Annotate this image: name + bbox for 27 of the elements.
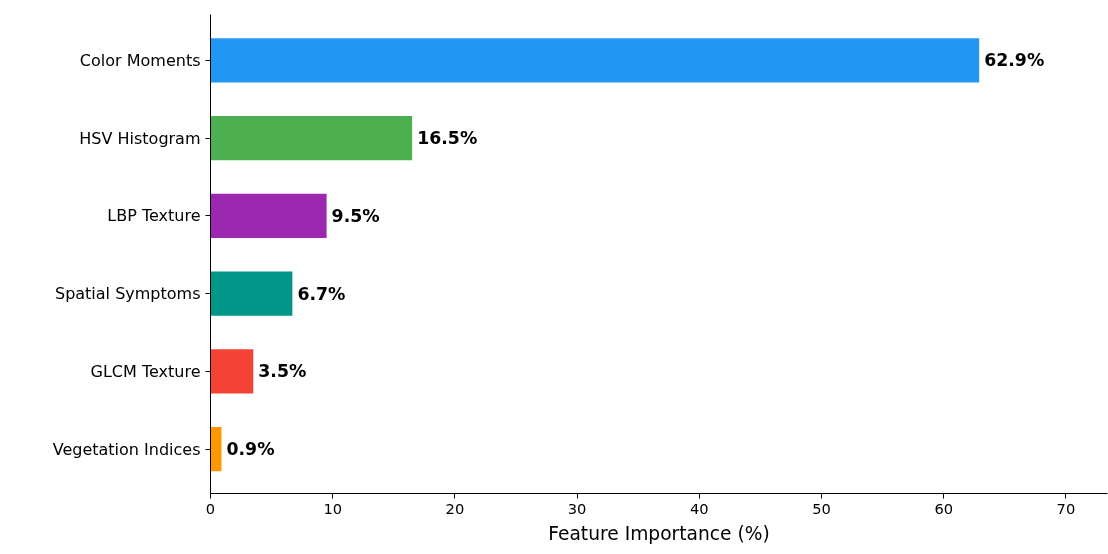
y-tick-label: Spatial Symptoms: [54, 284, 201, 304]
x-tick-label: 70: [1056, 499, 1076, 517]
x-tick-label: 60: [934, 499, 954, 517]
x-tick-label: 0: [205, 499, 216, 517]
y-tick-label: Vegetation Indices: [52, 439, 201, 459]
x-axis-title: Feature Importance (%): [548, 522, 770, 544]
x-tick-label: 30: [567, 499, 587, 517]
data-label: 3.5%: [258, 361, 307, 382]
bar: [210, 115, 413, 161]
data-label: 62.9%: [984, 50, 1045, 71]
x-tick-label: 50: [812, 499, 831, 517]
bar: [210, 193, 327, 239]
data-label: 6.7%: [297, 283, 346, 304]
x-tick-label: 40: [690, 499, 709, 517]
data-label: 16.5%: [417, 128, 478, 149]
bar: [210, 427, 222, 472]
bar: [210, 271, 293, 316]
bar: [210, 349, 254, 394]
x-tick-label: 20: [445, 499, 465, 517]
y-tick-label: Color Moments: [79, 50, 201, 70]
data-label: 9.5%: [331, 205, 380, 226]
y-tick-label: GLCM Texture: [90, 361, 201, 381]
y-tick-label: LBP Texture: [107, 206, 201, 226]
data-label: 0.9%: [226, 439, 275, 460]
y-tick-label: HSV Histogram: [79, 128, 201, 148]
x-tick-label: 10: [323, 499, 343, 517]
bar: [210, 38, 980, 83]
